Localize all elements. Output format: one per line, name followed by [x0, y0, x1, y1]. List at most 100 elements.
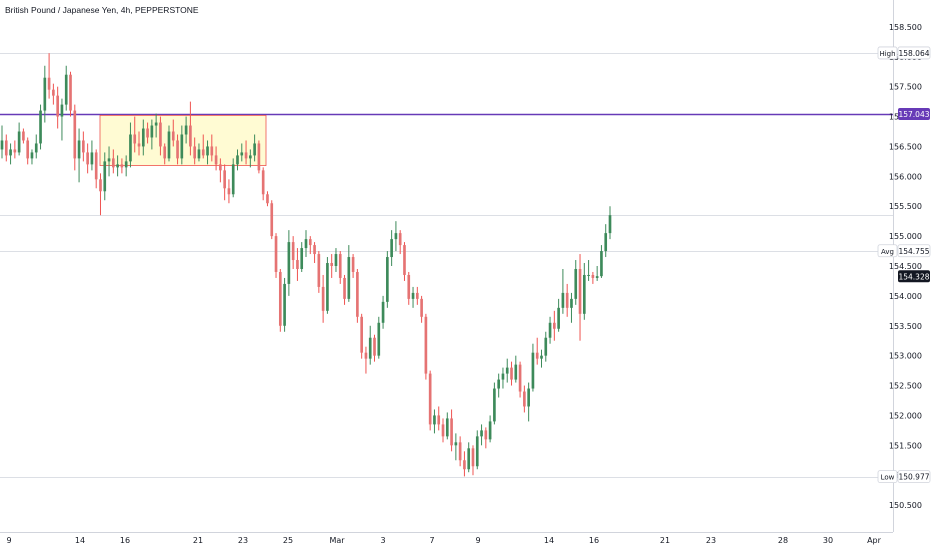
candle [540, 349, 543, 368]
candle-body [261, 170, 265, 195]
candle-body [497, 379, 501, 389]
candle [56, 86, 59, 129]
candle [73, 104, 77, 171]
time-tick-label: 28 [778, 536, 788, 545]
candle [120, 158, 124, 174]
candle [420, 295, 423, 323]
candle [351, 254, 355, 278]
candle [223, 164, 226, 201]
candle [553, 310, 556, 341]
candle-body [26, 140, 30, 159]
candle [608, 206, 612, 240]
candle [326, 257, 329, 314]
candle [107, 146, 111, 177]
candle-body [505, 367, 509, 374]
candle-body [561, 292, 565, 308]
candle-body [600, 251, 603, 277]
candle [60, 98, 64, 141]
candle-body [386, 257, 389, 302]
price-tick-label: 152.500 [889, 382, 922, 391]
candle [304, 230, 308, 258]
candle [411, 286, 415, 308]
candle [69, 71, 72, 117]
candle-body [137, 143, 141, 147]
candle-body [283, 283, 286, 326]
time-tick-label: 3 [380, 536, 385, 545]
candle-body [240, 152, 244, 156]
candle [180, 125, 184, 165]
candle-body [249, 155, 252, 159]
candle [433, 409, 436, 434]
candle [159, 116, 162, 156]
candle [381, 295, 385, 329]
price-tick-label: 151.500 [889, 441, 922, 450]
candle [39, 104, 42, 150]
candle-body [146, 128, 149, 138]
candle-body [291, 242, 295, 261]
candle-body [73, 110, 77, 159]
candle-body [270, 203, 274, 237]
candle-body [424, 316, 428, 374]
candle-body [373, 337, 376, 356]
time-tick-label: 9 [6, 536, 11, 545]
candle [283, 277, 286, 332]
candle-body [608, 215, 612, 234]
price-label: 158.064 [898, 49, 929, 58]
time-axis[interactable]: 9 14 16 21 23 25 Mar 3 7 9 14 16 21 23 28 30 Apr [6, 536, 881, 545]
candle [347, 245, 351, 302]
candle-body [514, 364, 518, 380]
candle-body [13, 149, 17, 153]
candle [296, 248, 299, 281]
candle-body [467, 448, 471, 470]
price-tick-label: 156.000 [889, 172, 922, 181]
price-tick-label: 158.500 [889, 23, 922, 32]
candle-body [403, 245, 406, 275]
candle [163, 143, 167, 165]
candle-body [527, 388, 530, 407]
candle [480, 424, 483, 446]
candle-body [338, 254, 342, 278]
candle-body [441, 424, 445, 437]
candle [445, 412, 449, 440]
candle [278, 268, 282, 332]
candle [9, 143, 12, 165]
candle-body [60, 104, 64, 117]
candle [484, 427, 488, 449]
candle [99, 173, 102, 216]
candle [231, 158, 235, 198]
candle-body [77, 140, 81, 159]
candle-body [287, 242, 291, 284]
candle-body [411, 292, 415, 299]
candle [219, 158, 222, 183]
candle [47, 53, 51, 99]
level-tag-box [877, 470, 898, 483]
candle [189, 101, 192, 156]
price-tick-label: 156.500 [889, 142, 922, 151]
time-tick-label: Apr [867, 536, 882, 545]
candle-body [210, 146, 214, 156]
candle-body [56, 95, 59, 117]
candle [274, 233, 278, 278]
candle-body [420, 298, 423, 317]
candle [308, 236, 312, 255]
time-tick-label: 16 [120, 536, 130, 545]
time-tick-label: 14 [544, 536, 554, 545]
candle-body [433, 415, 436, 425]
candle-body [43, 77, 47, 111]
candle [137, 131, 141, 156]
candle [321, 274, 325, 323]
candle [574, 260, 578, 305]
candle [531, 343, 535, 392]
candle [604, 224, 608, 258]
price-label: 157.043 [898, 110, 929, 119]
candle [544, 331, 548, 362]
candle [129, 122, 132, 168]
candle-body [214, 155, 218, 165]
candle-body [296, 260, 299, 269]
candle [463, 451, 466, 477]
candle [514, 355, 518, 383]
candle [253, 134, 256, 162]
price-label: 154.328 [898, 272, 929, 281]
